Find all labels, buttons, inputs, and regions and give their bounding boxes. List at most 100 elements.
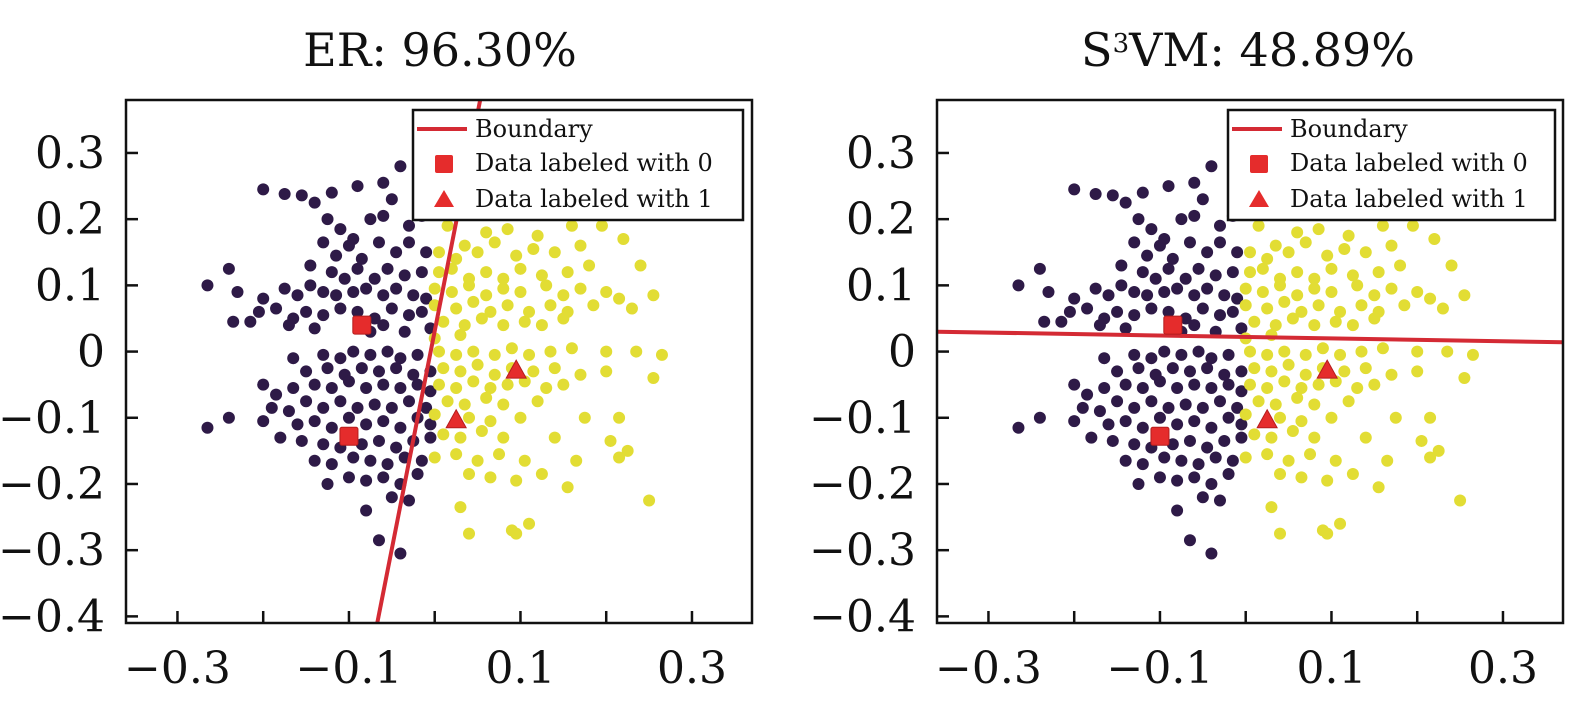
- data-point-class1: [1372, 266, 1385, 279]
- data-point-class0: [351, 180, 364, 193]
- data-point-class1: [574, 282, 587, 295]
- x-tick-label: 0.3: [657, 643, 727, 694]
- data-point-class1: [1244, 246, 1256, 259]
- data-point-class0: [368, 398, 381, 411]
- data-point-class1: [1299, 368, 1312, 381]
- data-point-class0: [1218, 289, 1231, 302]
- data-point-class0: [1153, 375, 1166, 388]
- y-tick-label: −0.4: [0, 591, 105, 642]
- data-point-class1: [467, 295, 480, 308]
- data-point-class0: [1012, 421, 1025, 434]
- y-tick-label: −0.1: [809, 393, 916, 444]
- data-point-class0: [287, 381, 300, 394]
- data-point-class0: [1055, 315, 1068, 328]
- data-point-class1: [1265, 501, 1278, 514]
- data-point-class1: [433, 246, 445, 259]
- data-point-class0: [317, 401, 330, 414]
- data-point-class0: [360, 418, 373, 431]
- data-point-class0: [402, 236, 415, 249]
- points-layer: [201, 160, 668, 560]
- data-point-class1: [1278, 295, 1291, 308]
- data-point-class0: [1136, 421, 1149, 434]
- data-point-class1: [458, 239, 471, 252]
- data-point-class0: [334, 302, 347, 315]
- data-point-class1: [613, 411, 626, 424]
- data-point-class0: [1192, 345, 1205, 358]
- data-point-class1: [1274, 468, 1287, 481]
- data-point-class0: [1063, 305, 1076, 318]
- data-point-class1: [523, 348, 536, 361]
- data-point-class0: [364, 454, 377, 467]
- y-tick-label: 0.3: [846, 128, 916, 179]
- panel-er: ER: 96.30% −0.3 −0.1 0.1 0.30.30.20.10−0.1−…: [0, 23, 754, 694]
- data-point-class0: [317, 438, 330, 451]
- legend-class0-swatch: [435, 155, 453, 173]
- data-point-class1: [454, 501, 467, 514]
- data-point-class0: [1102, 418, 1115, 431]
- data-point-class1: [514, 285, 527, 298]
- data-point-class1: [565, 219, 578, 232]
- data-point-class1: [488, 348, 501, 361]
- legend: Boundary Data labeled with 0 Data labeled …: [411, 108, 745, 222]
- data-point-class1: [600, 365, 613, 378]
- y-tick-label: 0.2: [35, 194, 105, 245]
- data-point-class1: [1295, 305, 1308, 318]
- data-point-class0: [407, 368, 420, 381]
- data-point-class1: [1368, 378, 1381, 391]
- data-point-class1: [1261, 302, 1274, 315]
- data-point-class1: [527, 365, 540, 378]
- data-point-class1: [505, 342, 518, 355]
- data-point-class1: [484, 381, 497, 394]
- data-point-class0: [1179, 272, 1192, 285]
- data-point-class1: [1308, 398, 1321, 411]
- data-point-class1: [1321, 474, 1334, 487]
- data-point-class0: [1179, 312, 1192, 325]
- data-point-class0: [407, 289, 420, 302]
- data-point-class0: [1201, 246, 1214, 259]
- data-point-class0: [300, 365, 313, 378]
- data-point-class1: [527, 242, 540, 255]
- data-point-class1: [1299, 236, 1312, 249]
- data-point-class0: [321, 362, 334, 375]
- data-point-class0: [1201, 441, 1214, 454]
- data-point-class0: [364, 213, 377, 226]
- data-point-class1: [454, 329, 467, 342]
- data-point-class1: [441, 395, 454, 408]
- data-point-class0: [308, 378, 321, 391]
- data-point-class1: [1441, 345, 1454, 358]
- data-point-class0: [420, 401, 433, 414]
- labeled-point-class1: [1256, 408, 1279, 429]
- data-point-class0: [377, 176, 390, 189]
- data-point-class1: [1269, 398, 1282, 411]
- data-point-class0: [372, 434, 385, 447]
- data-point-class1: [1381, 454, 1394, 467]
- data-point-class0: [1183, 434, 1196, 447]
- data-point-class1: [458, 398, 471, 411]
- data-point-class0: [1226, 305, 1239, 318]
- data-point-class1: [1385, 239, 1398, 252]
- data-point-class1: [428, 408, 441, 421]
- data-point-class1: [1329, 454, 1342, 467]
- data-point-class0: [355, 438, 368, 451]
- data-point-class0: [1162, 401, 1175, 414]
- data-point-class0: [1196, 193, 1209, 206]
- data-point-class1: [621, 444, 634, 457]
- data-point-class1: [1411, 285, 1424, 298]
- data-point-class0: [1158, 451, 1171, 464]
- data-point-class1: [544, 299, 557, 312]
- data-point-class1: [1308, 282, 1321, 295]
- data-point-class1: [1325, 262, 1338, 275]
- data-point-class1: [1295, 415, 1308, 428]
- data-point-class1: [1239, 408, 1252, 421]
- data-point-class0: [1162, 262, 1175, 275]
- data-point-class0: [291, 289, 304, 302]
- data-point-class0: [1231, 292, 1244, 305]
- data-point-class1: [535, 468, 548, 481]
- data-point-class0: [1153, 239, 1166, 252]
- y-tick-label: −0.3: [809, 525, 916, 576]
- data-point-class1: [475, 312, 488, 325]
- data-point-class0: [1222, 411, 1235, 424]
- data-point-class1: [625, 302, 638, 315]
- data-point-class0: [1183, 365, 1196, 378]
- data-point-class0: [381, 458, 394, 471]
